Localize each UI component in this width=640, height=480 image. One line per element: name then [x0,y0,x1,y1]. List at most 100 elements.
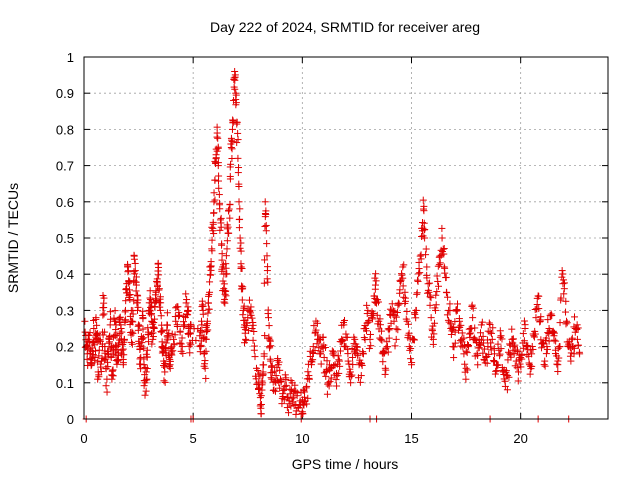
data-point [400,261,408,269]
data-point [261,198,269,206]
data-point [239,283,247,291]
data-point [568,334,576,342]
data-point [374,298,382,306]
data-point [126,291,134,299]
data-point [225,205,233,213]
data-point [379,358,387,366]
data-point [422,251,430,259]
y-tick-label: 0.2 [56,340,74,355]
data-point [425,288,433,296]
data-point [348,371,356,379]
data-point [559,280,567,288]
data-point [321,344,329,352]
data-point [201,360,209,368]
data-point [293,392,301,400]
data-point [369,315,377,323]
data-point [347,372,355,380]
data-point [207,258,215,266]
data-point [132,287,140,295]
data-point [250,342,258,350]
data-point [303,382,311,390]
data-point [178,334,186,342]
data-point [176,339,184,347]
data-point [474,361,482,369]
data-point [141,391,149,399]
data-point [363,310,371,318]
data-point [231,73,239,81]
data-point [329,350,337,358]
data-point [403,317,411,325]
data-point [570,313,578,321]
data-point [338,335,346,343]
data-point [309,349,317,357]
data-point [410,336,418,344]
data-point [239,311,247,319]
data-point [432,291,440,299]
data-point [267,374,275,382]
data-point [251,353,259,361]
data-point [494,340,502,348]
data-point [163,309,171,317]
data-point [139,314,147,322]
data-point [313,340,321,348]
data-point [211,176,219,184]
data-point [478,318,486,326]
data-point [97,363,105,371]
data-point [366,330,374,338]
data-point [261,332,269,340]
data-point [364,306,372,314]
chart-title: Day 222 of 2024, SRMTID for receiver are… [210,19,480,35]
data-point [388,306,396,314]
data-point [553,360,561,368]
data-point [133,306,141,314]
data-point [88,347,96,355]
x-tick-labels: 0 5 10 15 20 [80,431,528,446]
data-point [311,347,319,355]
data-point [257,392,265,400]
data-point [493,367,501,375]
data-point [318,343,326,351]
data-point [347,379,355,387]
data-point [131,267,139,275]
data-point [217,223,225,231]
data-point [176,327,184,335]
data-point [426,293,434,301]
data-point [541,362,549,370]
data-point [162,339,170,347]
data-point [445,318,453,326]
y-tick-label: 0.9 [56,86,74,101]
data-point [228,136,236,144]
data-point [248,325,256,332]
data-point [394,299,402,307]
data-point [187,321,195,329]
data-point [120,335,128,343]
data-point [453,306,461,314]
data-point [476,340,484,348]
data-point [448,327,456,335]
data-point [314,331,322,339]
data-point [145,330,153,338]
data-point [109,372,117,380]
data-point [270,386,278,394]
data-point [134,303,142,311]
data-point [155,271,163,279]
data-point [237,260,245,268]
data-point [203,327,211,335]
data-point [235,224,243,232]
data-point [142,368,150,376]
data-point [412,314,420,322]
data-point [429,340,437,348]
data-point [235,183,243,191]
data-point [426,279,434,287]
data-point [440,245,448,253]
x-tick-label: 5 [190,431,197,446]
data-point [265,322,273,330]
data-point [95,346,103,354]
data-point [292,387,300,395]
y-tick-label: 0.6 [56,195,74,210]
data-point [344,350,352,358]
data-point [351,335,359,343]
data-point [573,321,581,329]
data-point [551,329,559,337]
data-point [559,270,567,278]
